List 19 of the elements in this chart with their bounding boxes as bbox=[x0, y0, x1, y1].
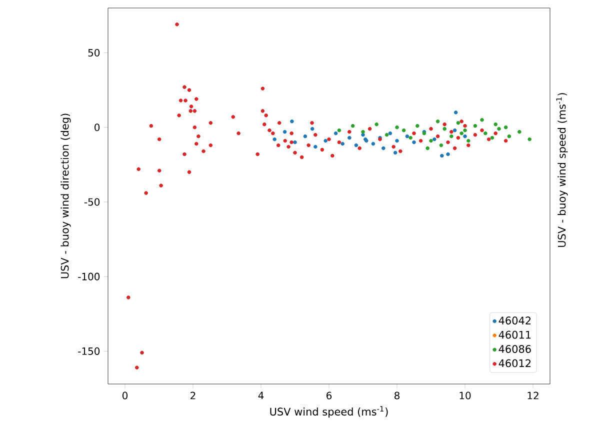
y-tick-label: 50 bbox=[88, 48, 100, 57]
x-tick-label: 10 bbox=[460, 392, 471, 400]
y-tick-label: -150 bbox=[78, 347, 100, 355]
y-tick-label: 0 bbox=[94, 124, 100, 132]
text: USV - buoy wind speed (ms$^{-1}$) bbox=[556, 93, 568, 247]
y-tick-label: -50 bbox=[84, 198, 100, 206]
x-tick-label: 0 bbox=[122, 392, 128, 400]
legend-label: 46042 bbox=[498, 316, 531, 324]
legend-label: 46012 bbox=[498, 359, 531, 368]
y-axis-title: USV - buoy wind direction (deg) bbox=[60, 114, 71, 278]
x-tick-label: 4 bbox=[258, 392, 264, 400]
x-tick-label: 6 bbox=[326, 392, 332, 400]
x-tick-label: 2 bbox=[190, 392, 196, 400]
x-axis-title: USV wind speed (ms$^{-1}$) bbox=[270, 406, 388, 418]
y-tick-label: -100 bbox=[78, 272, 100, 280]
legend-label: 46086 bbox=[498, 345, 531, 353]
legend-label: 46011 bbox=[498, 330, 531, 339]
x-tick-label: 8 bbox=[394, 392, 400, 400]
x-tick-label: 12 bbox=[528, 392, 538, 400]
